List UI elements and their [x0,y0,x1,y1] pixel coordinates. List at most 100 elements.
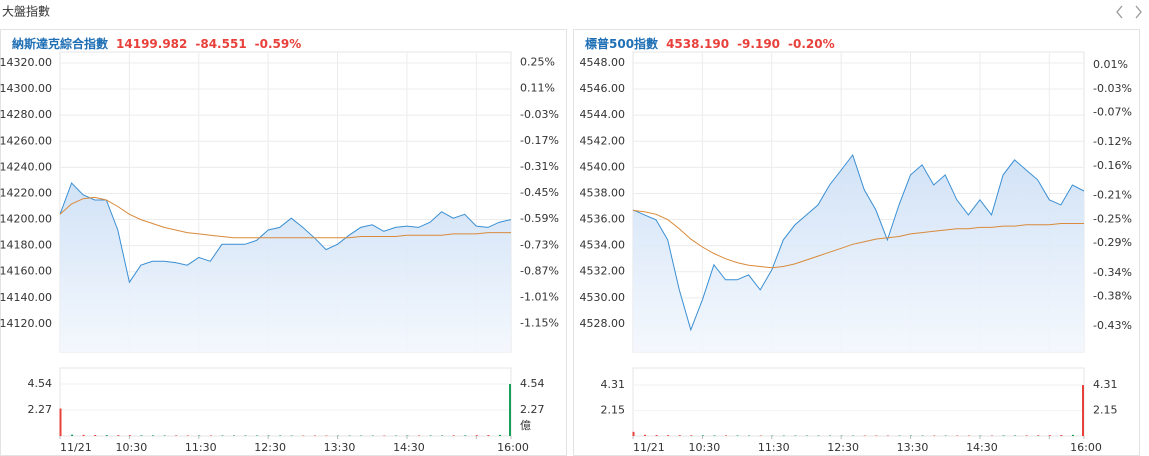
volume-bar [152,435,155,436]
change-percent: -0.59% [255,37,302,51]
volume-bar [71,434,74,436]
y2-tick-label: -0.45% [520,186,559,199]
x-tick-label: 10:30 [689,441,721,454]
volume-bar [175,435,178,436]
volume-bar [371,435,374,437]
y2-tick-label: -0.87% [520,264,559,277]
volume-bar [394,435,397,437]
volume-bar [279,435,282,436]
y2-tick-label: -0.31% [520,160,559,173]
volume-bar [509,384,511,436]
y-tick-label: 4534.00 [580,239,626,252]
volume-bar [244,435,247,436]
y-tick-label: 14160.00 [0,265,52,278]
volume-bar [898,435,901,437]
volume-bar [82,434,85,436]
y2-tick-label: -0.03% [520,108,559,121]
quote-line: 標普500指數 4538.190 -9.190 -0.20% [585,36,835,51]
volume-bar [725,435,728,436]
volume-bar [678,435,681,436]
next-arrow[interactable] [1135,5,1142,19]
y-tick-label: 4536.00 [580,213,626,226]
index-name: 標普500指數 [585,36,658,51]
x-tick-label: 12:30 [827,441,859,454]
volume-bar [1071,434,1074,436]
index-panel: 納斯達克綜合指數 14199.982 -84.551 -0.59% 14320.00 14… [0,29,567,456]
volume-unit: 億 [520,419,531,432]
y2-tick-label: -1.15% [520,317,559,330]
volume-bar [221,435,224,436]
y-tick-label: 14300.00 [0,82,52,95]
quote-line: 納斯達克綜合指數 14199.982 -84.551 -0.59% [12,36,301,51]
volume-bar [852,435,855,437]
y-tick-label: 4538.00 [580,186,626,199]
y-tick-label: 4528.00 [580,317,626,330]
volume-bar [759,435,762,437]
volume-tick-label: 4.31 [601,378,626,391]
volume-bar [979,435,982,437]
volume-bar [406,435,409,436]
volume-tick-label: 2.15 [601,404,626,417]
y2-tick-label: 0.25% [520,56,555,69]
volume-bar [267,435,270,436]
y-tick-label: 14180.00 [0,239,52,252]
price-area [633,155,1084,352]
volume-bar [441,435,444,436]
y-tick-label: 14140.00 [0,291,52,304]
last-price: 14199.982 [116,37,187,51]
y2-tick-label: 0.11% [520,82,555,95]
y-tick-label: 4544.00 [580,108,626,121]
volume-bar [140,435,143,436]
x-tick-label: 11/21 [633,441,665,454]
volume-bar [782,435,785,437]
volume-bar [163,435,166,436]
volume-tick-label-right: 2.15 [1093,404,1118,417]
volume-bar [805,435,808,437]
prev-arrow[interactable] [1116,5,1123,19]
price-change: -84.551 [195,37,246,51]
y2-tick-label: -0.12% [1093,135,1132,148]
y2-tick-label: -0.21% [1093,189,1132,202]
x-tick-label: 13:30 [324,441,356,454]
y2-tick-label: -0.03% [1093,82,1132,95]
volume-tick-label: 4.54 [28,377,53,390]
volume-bar [117,435,120,436]
volume-bar [232,435,235,436]
volume-tick-label-right: 4.31 [1093,378,1118,391]
volume-bar [325,435,328,437]
y-tick-label: 14120.00 [0,317,52,330]
volume-bar [840,435,843,437]
volume-bar [771,435,774,437]
y2-tick-label: -0.17% [520,134,559,147]
y2-tick-label: -0.59% [520,212,559,225]
y2-tick-label: -0.25% [1093,212,1132,225]
x-tick-label: 11/21 [60,441,92,454]
volume-bar [933,435,936,437]
volume-bar [128,435,131,436]
volume-bar [655,435,658,436]
x-tick-label: 11:30 [758,441,790,454]
volume-bar [498,434,501,436]
volume-bar [644,434,647,436]
volume-bar [198,435,201,436]
volume-bar [1025,435,1028,436]
volume-bar [417,435,420,436]
widget-title: 大盤指數 [2,4,50,19]
volume-bar [360,435,363,437]
volume-bar [1014,435,1017,436]
average-line [632,209,1084,269]
y2-tick-label: 0.01% [1093,58,1128,71]
volume-bar [701,435,704,436]
index-panel: 標普500指數 4538.190 -9.190 -0.20% 4548.00 4546.0… [573,29,1140,456]
volume-tick-label-right: 2.27 [520,403,545,416]
x-tick-label: 12:30 [254,441,286,454]
average-line [59,196,511,239]
volume-bar [829,435,832,437]
volume-bar [817,435,820,437]
last-price: 4538.190 [666,37,729,51]
volume-bar [464,435,467,436]
x-tick-label: 16:00 [497,441,529,454]
y-tick-label: 4546.00 [580,82,626,95]
volume-bar [967,435,970,437]
